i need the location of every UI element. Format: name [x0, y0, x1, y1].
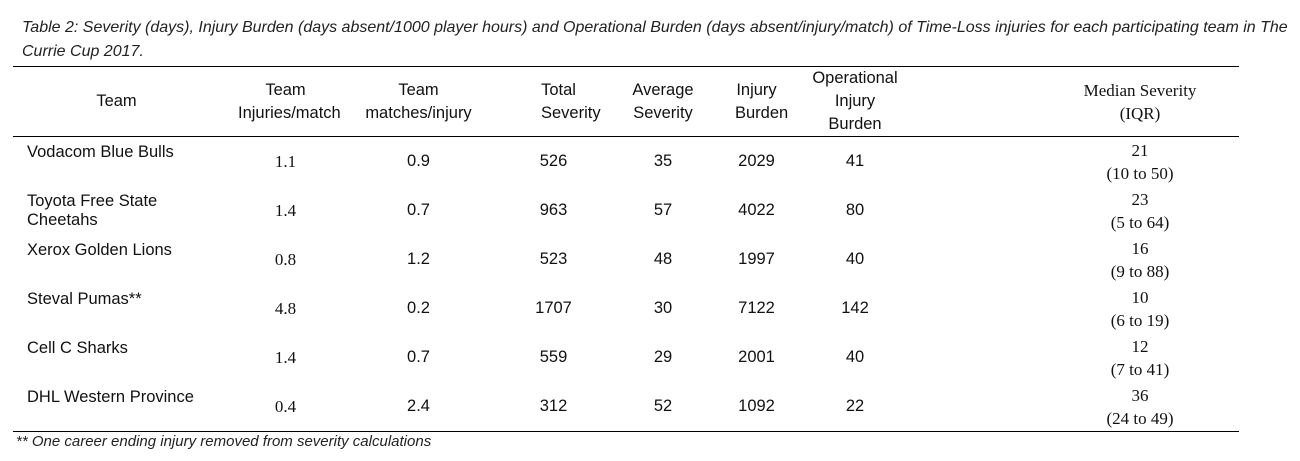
table-row: Toyota Free State Cheetahs 1.4 0.7 963 57 402…: [13, 186, 1239, 235]
table-row: Vodacom Blue Bulls 1.1 0.9 526 35 2029 41 21 (10…: [13, 137, 1239, 187]
spacer: [902, 284, 1041, 333]
header-matches-per-injury: Team matches/injury: [365, 80, 472, 122]
matches-per-injury: 0.2: [407, 299, 430, 317]
iqr-value: (9 to 88): [1110, 261, 1170, 281]
median-value: 12: [1131, 336, 1149, 356]
team-name: Steval Pumas**: [27, 290, 142, 308]
operational-burden: 41: [845, 152, 865, 170]
header-average-severity: Average Severity: [632, 80, 694, 122]
operational-burden: 80: [845, 201, 865, 219]
operational-burden: 40: [845, 250, 865, 268]
average-severity: 29: [653, 348, 673, 366]
matches-per-injury: 2.4: [407, 397, 430, 415]
team-name: Xerox Golden Lions: [27, 241, 172, 259]
injury-burden: 1092: [738, 397, 775, 415]
matches-per-injury: 0.9: [407, 152, 430, 170]
matches-per-injury: 0.7: [407, 348, 430, 366]
matches-per-injury: 1.2: [407, 250, 430, 268]
median-severity: 36 (24 to 49): [1041, 382, 1239, 432]
spacer: [902, 382, 1041, 432]
header-total-severity: Total Severity: [541, 80, 601, 122]
table-row: Cell C Sharks 1.4 0.7 559 29 2001 40 12 (7 to 41…: [13, 333, 1239, 382]
operational-burden: 22: [845, 397, 865, 415]
injuries-per-match: 4.8: [274, 298, 297, 318]
operational-burden: 142: [841, 299, 869, 317]
total-severity: 963: [539, 201, 568, 219]
median-value: 10: [1131, 287, 1149, 307]
header-operational-burden: Operational Injury Burden: [812, 69, 898, 133]
iqr-value: (10 to 50): [1106, 163, 1174, 183]
matches-per-injury: 0.7: [407, 201, 430, 219]
average-severity: 35: [653, 152, 673, 170]
header-row: Team Team Injuries/match Team matches/in…: [13, 66, 1239, 137]
injuries-per-match: 1.4: [274, 347, 297, 367]
total-severity: 1707: [535, 299, 572, 317]
injury-burden: 7122: [738, 299, 775, 317]
injury-burden: 2001: [738, 348, 775, 366]
injury-burden: 4022: [738, 201, 775, 219]
median-severity: 23 (5 to 64): [1041, 186, 1239, 235]
injuries-per-match: 1.4: [274, 200, 297, 220]
spacer: [902, 333, 1041, 382]
median-severity: 16 (9 to 88): [1041, 235, 1239, 284]
table-row: Xerox Golden Lions 0.8 1.2 523 48 1997 40 16 (9 …: [13, 235, 1239, 284]
spacer: [902, 137, 1041, 187]
average-severity: 30: [653, 299, 673, 317]
median-value: 23: [1131, 189, 1149, 209]
average-severity: 57: [653, 201, 673, 219]
injury-burden: 1997: [738, 250, 775, 268]
spacer: [902, 235, 1041, 284]
median-value: 21: [1131, 140, 1149, 160]
header-team: Team: [96, 92, 137, 110]
footnote: ** One career ending injury removed from…: [16, 433, 432, 450]
operational-burden: 40: [845, 348, 865, 366]
table-row: Steval Pumas** 4.8 0.2 1707 30 7122 142 10 (6 to…: [13, 284, 1239, 333]
severity-table: Team Team Injuries/match Team matches/in…: [13, 66, 1239, 432]
header-placeholder: [902, 67, 1041, 137]
header-injury-burden: Injury Burden: [735, 80, 789, 122]
team-name: Toyota Free State Cheetahs: [27, 192, 158, 229]
median-severity: 12 (7 to 41): [1041, 333, 1239, 382]
iqr-value: (7 to 41): [1110, 359, 1170, 379]
total-severity: 312: [539, 397, 568, 415]
iqr-value: (24 to 49): [1106, 408, 1174, 428]
median-severity: 21 (10 to 50): [1041, 137, 1239, 187]
spacer: [902, 186, 1041, 235]
team-name: DHL Western Province: [27, 388, 194, 406]
total-severity: 526: [539, 152, 568, 170]
total-severity: 523: [539, 250, 568, 268]
average-severity: 48: [653, 250, 673, 268]
median-value: 36: [1131, 385, 1149, 405]
header-injuries-per-match: Team Injuries/match: [238, 80, 341, 122]
median-value: 16: [1131, 238, 1149, 258]
injuries-per-match: 0.4: [274, 396, 297, 416]
table-caption: Table 2: Severity (days), Injury Burden …: [22, 19, 1288, 60]
iqr-value: (5 to 64): [1110, 212, 1170, 232]
total-severity: 559: [539, 348, 568, 366]
median-severity: 10 (6 to 19): [1041, 284, 1239, 333]
iqr-value: (6 to 19): [1110, 310, 1170, 330]
table-row: DHL Western Province 0.4 2.4 312 52 1092 22 36 (…: [13, 382, 1239, 432]
average-severity: 52: [653, 397, 673, 415]
injuries-per-match: 0.8: [274, 249, 297, 269]
injury-burden: 2029: [738, 152, 775, 170]
header-median-severity: Median Severity (IQR): [1083, 80, 1197, 123]
injuries-per-match: 1.1: [274, 151, 297, 171]
team-name: Cell C Sharks: [27, 339, 128, 357]
team-name: Vodacom Blue Bulls: [27, 143, 174, 161]
